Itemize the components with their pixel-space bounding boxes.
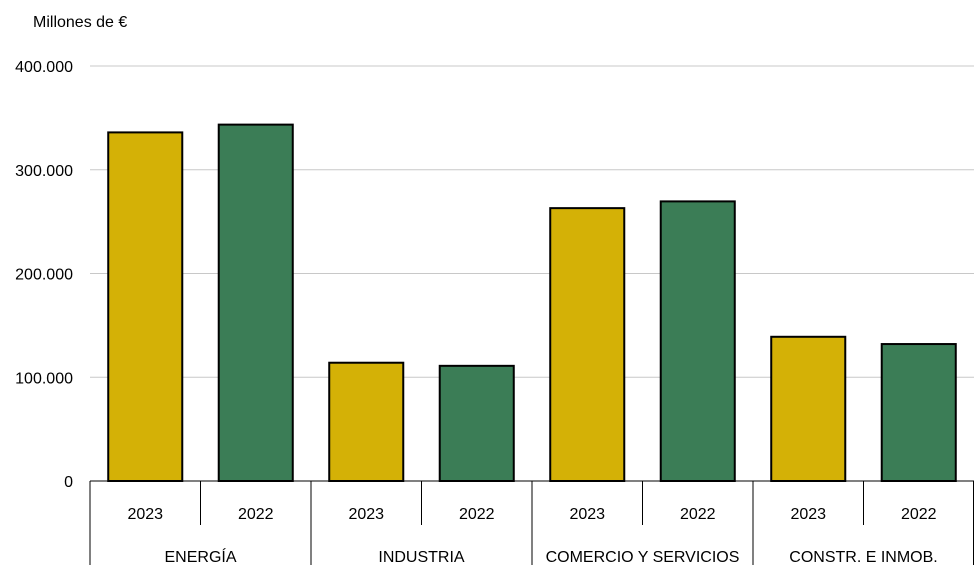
x-tick-label-year: 2023	[790, 506, 826, 523]
bar-2023	[549, 207, 626, 482]
x-tick-label-year: 2023	[569, 506, 605, 523]
x-group-label: COMERCIO Y SERVICIOS	[546, 549, 740, 565]
bar-2023	[770, 335, 847, 482]
y-tick-label: 100.000	[15, 370, 73, 387]
x-group-label: ENERGÍA	[164, 547, 236, 565]
y-tick-label: 0	[64, 474, 73, 491]
bar-2022	[217, 123, 294, 483]
x-tick-label-year: 2022	[459, 506, 495, 523]
bar-2023	[107, 131, 184, 482]
y-tick-labels: 0 100.000 200.000 300.000 400.000	[15, 59, 73, 491]
y-tick-label: 400.000	[15, 59, 73, 76]
bar-2022	[438, 364, 515, 482]
bars	[107, 123, 957, 483]
y-tick-label: 300.000	[15, 163, 73, 180]
x-tick-label-year: 2022	[680, 506, 716, 523]
x-group-label: INDUSTRIA	[378, 549, 465, 565]
x-tick-label-year: 2022	[901, 506, 937, 523]
x-tick-label-year: 2023	[127, 506, 163, 523]
bar-2023	[328, 361, 405, 483]
x-axis: 2023 2022 ENERGÍA 2023 2022 INDUSTRIA 2023 2022…	[89, 480, 974, 565]
y-tick-label: 200.000	[15, 267, 73, 284]
bar-2022	[659, 200, 736, 483]
x-tick-label-year: 2023	[348, 506, 384, 523]
x-group-label: CONSTR. E INMOB.	[789, 549, 937, 565]
bar-2022	[880, 343, 957, 482]
x-tick-label-year: 2022	[238, 506, 274, 523]
y-axis-label: Millones de €	[33, 14, 127, 31]
